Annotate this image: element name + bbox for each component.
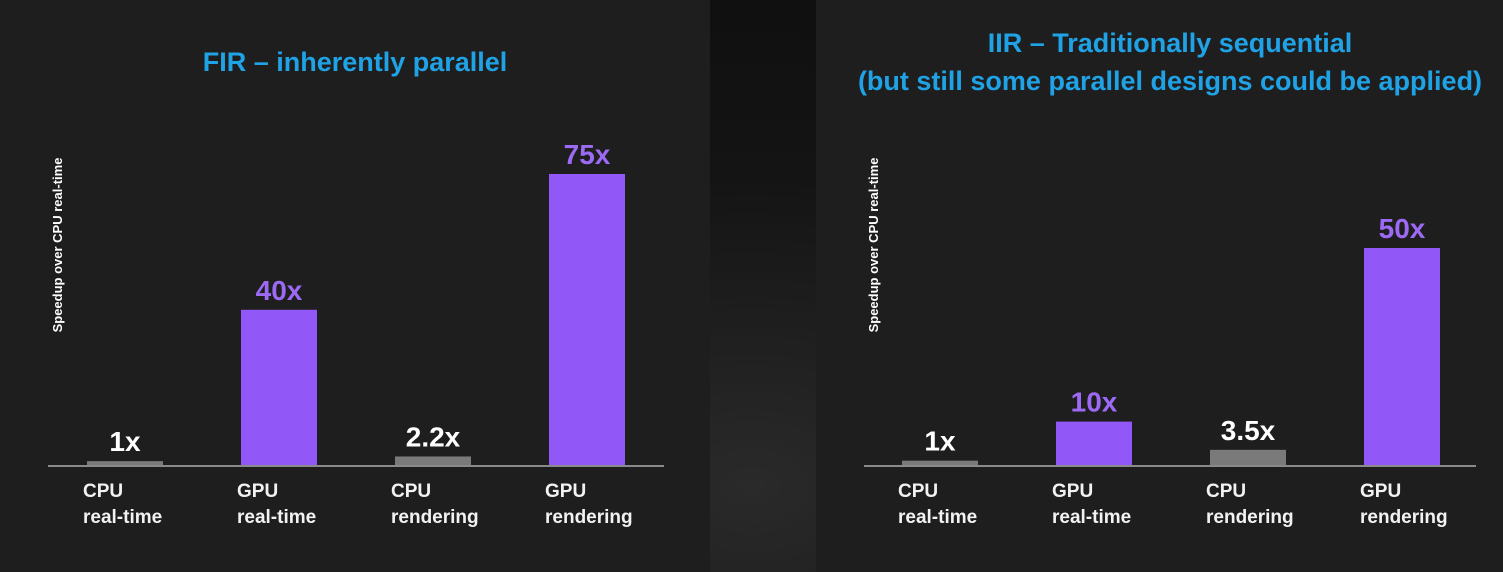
fir-y-axis-label: Speedup over CPU real-time — [50, 158, 65, 333]
fir-value-label-4: 75x — [564, 139, 611, 170]
iir-bar-gpu-rendering — [1364, 248, 1440, 465]
iir-chart-title-line-2: (but still some parallel designs could b… — [858, 66, 1482, 96]
fir-category-label-3-line-1: CPU — [391, 481, 431, 502]
iir-bar-cpu-rendering — [1210, 449, 1286, 465]
iir-category-label-2-line-1: GPU — [1052, 481, 1093, 502]
iir-category-label-3-line-2: rendering — [1206, 507, 1294, 528]
iir-chart-title-line-1: IIR – Traditionally sequential — [988, 28, 1353, 58]
fir-category-label-1-line-2: real-time — [83, 507, 162, 528]
fir-value-label-3: 2.2x — [406, 421, 461, 452]
iir-value-label-2: 10x — [1071, 387, 1118, 418]
fir-bar-cpu-real-time — [87, 461, 163, 465]
fir-category-label-2-line-2: real-time — [237, 507, 316, 528]
iir-speedup-chart: IIR – Traditionally sequential (but still… — [858, 28, 1482, 528]
fir-speedup-chart: FIR – inherently parallel Speedup over CP… — [48, 47, 664, 528]
fir-value-label-1: 1x — [109, 426, 141, 457]
iir-category-label-1-line-2: real-time — [898, 507, 977, 528]
fir-chart-panel: FIR – inherently parallel Speedup over CP… — [0, 0, 710, 572]
iir-category-label-4-line-2: rendering — [1360, 507, 1448, 528]
fir-value-label-2: 40x — [256, 275, 303, 306]
iir-category-label-1-line-1: CPU — [898, 481, 938, 502]
fir-category-label-4-line-1: GPU — [545, 481, 586, 502]
fir-chart-title-line-1: FIR – inherently parallel — [203, 47, 508, 77]
fir-category-label-2-line-1: GPU — [237, 481, 278, 502]
fir-category-label-3-line-2: rendering — [391, 507, 479, 528]
iir-chart-panel: IIR – Traditionally sequential (but still… — [816, 0, 1503, 572]
fir-bar-gpu-rendering — [549, 174, 625, 465]
iir-category-label-2-line-2: real-time — [1052, 507, 1131, 528]
iir-value-label-1: 1x — [924, 426, 956, 457]
fir-bar-cpu-rendering — [395, 456, 471, 465]
fir-bar-gpu-real-time — [241, 309, 317, 465]
iir-value-label-4: 50x — [1379, 213, 1426, 244]
fir-category-label-1-line-1: CPU — [83, 481, 123, 502]
iir-category-label-3-line-1: CPU — [1206, 481, 1246, 502]
iir-y-axis-label: Speedup over CPU real-time — [866, 158, 881, 333]
iir-category-label-4-line-1: GPU — [1360, 481, 1401, 502]
fir-category-label-4-line-2: rendering — [545, 507, 633, 528]
iir-bar-gpu-real-time — [1056, 421, 1132, 465]
iir-value-label-3: 3.5x — [1221, 415, 1276, 446]
iir-bar-cpu-real-time — [902, 460, 978, 465]
